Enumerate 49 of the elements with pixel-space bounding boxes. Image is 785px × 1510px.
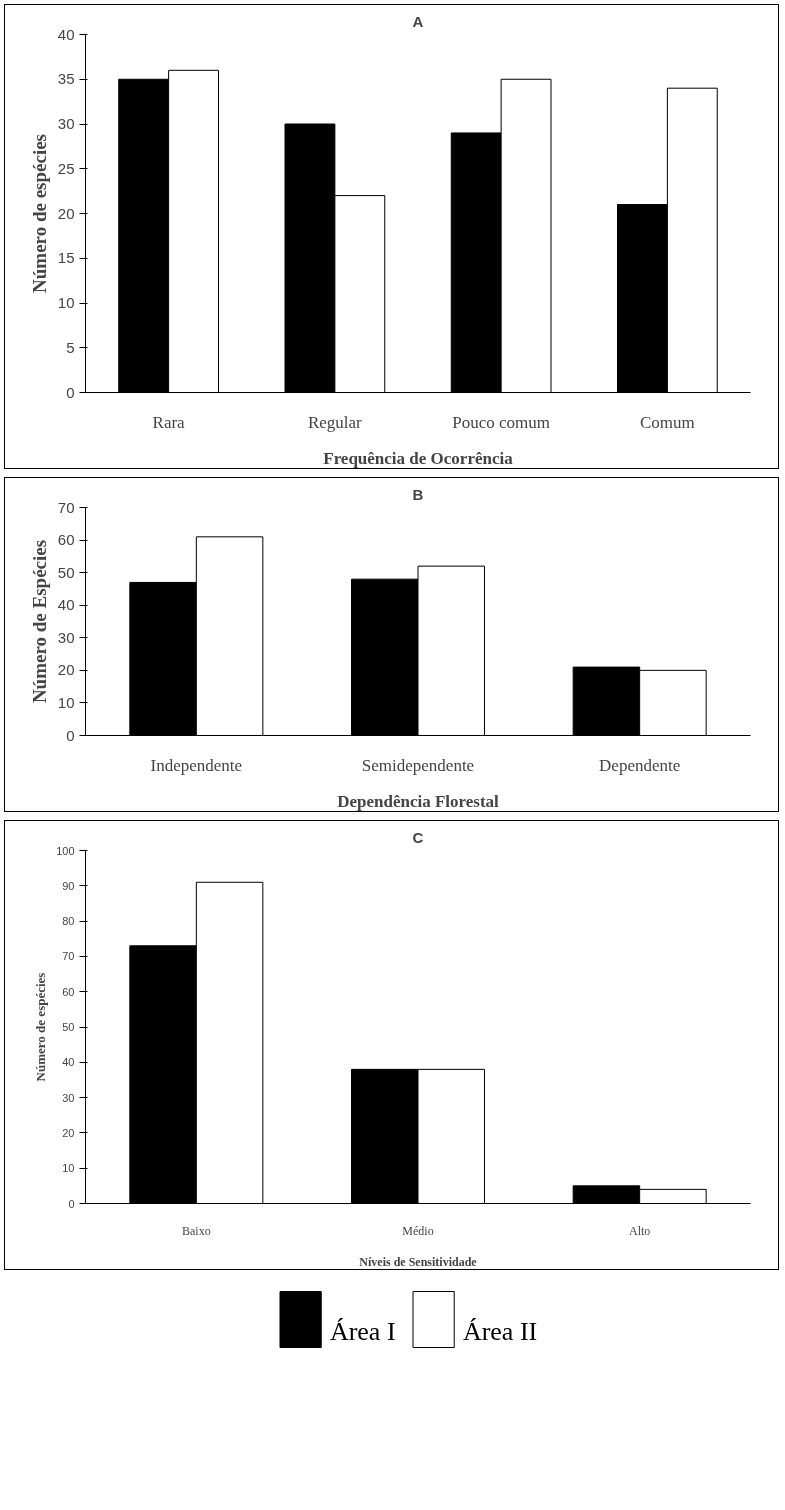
y-tick-label: 40 bbox=[57, 25, 75, 43]
y-tick-label: 70 bbox=[57, 498, 75, 516]
y-tick-label: 50 bbox=[57, 563, 75, 581]
x-tick-label: Semidependente bbox=[361, 755, 475, 775]
y-tick-label: 5 bbox=[66, 338, 75, 356]
y-tick-label: 100 bbox=[56, 844, 75, 857]
chart-title: C bbox=[412, 828, 424, 846]
y-tick-label: 20 bbox=[62, 1126, 75, 1139]
y-tick-label: 10 bbox=[57, 294, 75, 311]
y-tick-label: 35 bbox=[57, 70, 75, 88]
y-tick-label: 20 bbox=[57, 661, 75, 679]
y-tick-label: 30 bbox=[57, 115, 75, 132]
y-axis-title: Número de espécies bbox=[28, 133, 50, 293]
y-tick-label: 0 bbox=[66, 726, 75, 744]
y-axis-title: Número de espécies bbox=[33, 972, 49, 1082]
y-tick-label: 90 bbox=[62, 879, 75, 892]
y-tick-label: 0 bbox=[66, 383, 75, 401]
legend-label: Área I bbox=[329, 1317, 396, 1346]
y-tick-label: 60 bbox=[62, 985, 75, 998]
x-tick-label: Pouco comum bbox=[452, 412, 550, 432]
y-tick-label: 25 bbox=[57, 159, 75, 177]
y-tick-label: 40 bbox=[62, 1056, 75, 1069]
y-tick-label: 50 bbox=[62, 1021, 75, 1033]
chart-title: B bbox=[412, 485, 424, 503]
y-tick-label: 10 bbox=[57, 693, 75, 711]
y-tick-label: 20 bbox=[57, 204, 75, 222]
y-tick-label: 10 bbox=[62, 1162, 75, 1175]
chart-title: A bbox=[412, 12, 424, 30]
y-tick-label: 30 bbox=[62, 1091, 75, 1104]
y-tick-label: 80 bbox=[62, 915, 75, 928]
legend-label: Área II bbox=[462, 1317, 538, 1346]
y-tick-label: 0 bbox=[68, 1197, 75, 1210]
y-axis-title: Número de Espécies bbox=[28, 539, 50, 704]
y-tick-label: 70 bbox=[62, 950, 75, 963]
y-tick-label: 60 bbox=[57, 531, 75, 549]
y-tick-label: 15 bbox=[57, 249, 75, 267]
x-axis-title: Níveis de Sensitividade bbox=[359, 1254, 478, 1269]
x-axis-title: Dependência Florestal bbox=[337, 791, 500, 811]
y-tick-label: 40 bbox=[57, 596, 75, 614]
x-tick-label: Comum bbox=[639, 412, 695, 432]
x-tick-label: Regular bbox=[307, 412, 363, 432]
x-tick-label: Dependente bbox=[599, 755, 681, 775]
y-tick-label: 30 bbox=[57, 628, 75, 646]
x-tick-label: Baixo bbox=[182, 1223, 211, 1238]
x-tick-label: Médio bbox=[402, 1223, 434, 1238]
x-tick-label: Rara bbox=[152, 412, 186, 432]
x-tick-label: Independente bbox=[150, 755, 243, 775]
x-tick-label: Alto bbox=[629, 1223, 651, 1238]
x-axis-title: Frequência de Ocorrência bbox=[323, 448, 514, 468]
